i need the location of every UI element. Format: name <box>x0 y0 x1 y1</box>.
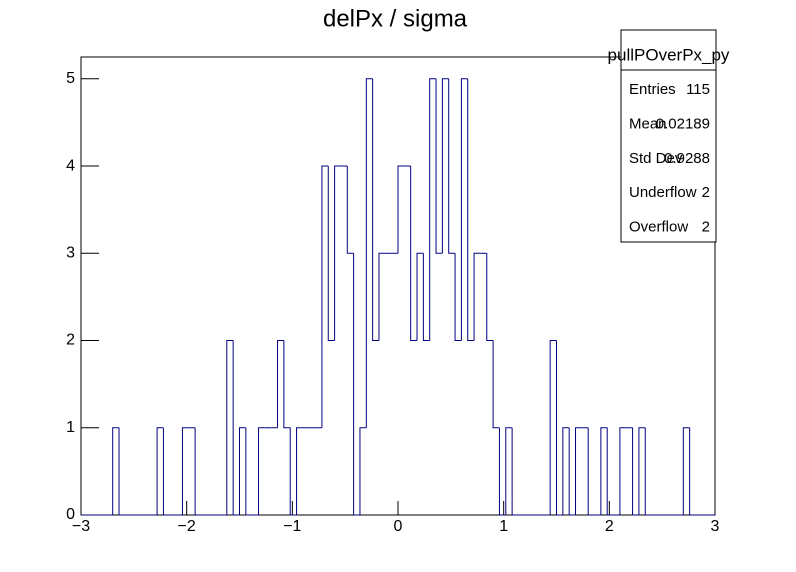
histogram-bin <box>258 427 265 515</box>
x-tick-label: 1 <box>499 518 508 535</box>
histogram-bin <box>112 427 120 515</box>
y-tick-label: 0 <box>66 506 75 523</box>
histogram-bin <box>435 78 443 254</box>
stats-value: 2 <box>702 184 710 201</box>
histogram-bin <box>283 340 291 429</box>
histogram-bin <box>346 166 354 254</box>
histogram-bin <box>689 427 696 516</box>
chart-title: delPx / sigma <box>323 5 468 32</box>
histogram-bin <box>416 252 424 341</box>
histogram-bin <box>378 252 386 341</box>
histogram-bin <box>245 427 253 516</box>
stats-label: Underflow <box>629 184 697 201</box>
histogram-bin <box>296 427 303 515</box>
histogram-bin <box>638 427 646 515</box>
x-tick-label: 0 <box>394 518 403 535</box>
stats-value: 115 <box>686 81 710 98</box>
histogram-bin <box>587 427 595 516</box>
stats-label: Overflow <box>629 219 688 236</box>
histogram-bin <box>353 253 360 516</box>
y-tick-label: 3 <box>66 245 75 262</box>
histogram-bin <box>359 427 367 515</box>
histogram-bin <box>441 78 449 254</box>
x-tick-label: −2 <box>178 518 196 535</box>
histogram-bin <box>454 253 462 342</box>
histogram-bin <box>486 253 494 342</box>
histogram-bin <box>422 253 430 342</box>
histogram-bin <box>365 78 373 428</box>
histogram-bin <box>372 78 379 342</box>
histogram-bin <box>644 427 652 516</box>
stats-label: Entries <box>629 81 676 98</box>
histogram-bin <box>334 165 341 341</box>
histogram-bin <box>549 340 557 515</box>
x-tick-label: −3 <box>72 518 90 535</box>
histogram-bin <box>467 78 475 342</box>
histogram-bin <box>410 166 418 342</box>
histogram-bin <box>289 427 297 516</box>
histogram-bin <box>600 427 608 515</box>
stats-label: Std Dev <box>629 150 683 167</box>
histogram-bin <box>181 427 189 515</box>
histogram-bin <box>562 427 570 515</box>
x-tick-label: 3 <box>711 518 720 535</box>
histogram-bin <box>277 340 284 428</box>
histogram-bin <box>575 427 582 515</box>
histogram-bin <box>473 252 481 341</box>
histogram-bin <box>505 427 513 515</box>
stats-title: pullPOverPx_py <box>608 45 730 64</box>
stats-value: 0.9288 <box>664 150 710 167</box>
histogram-bin <box>156 427 164 515</box>
histogram-bin <box>327 166 335 342</box>
histogram-bin <box>460 78 468 341</box>
x-tick-label: 2 <box>605 518 614 535</box>
y-tick-label: 4 <box>66 157 75 174</box>
histogram-bin <box>194 427 202 516</box>
histogram-bin <box>568 427 576 516</box>
histogram-bin <box>397 165 405 254</box>
histogram-bin <box>232 340 240 516</box>
histogram-bin <box>632 427 639 516</box>
histogram-bin <box>321 165 329 428</box>
histogram-bin <box>492 340 500 429</box>
histogram-bin <box>619 427 627 515</box>
histogram-bin <box>226 340 234 515</box>
histogram-bin <box>429 78 437 341</box>
stats-box <box>620 29 717 243</box>
stats-value: 0.02189 <box>656 115 710 132</box>
histogram-bin <box>511 427 519 516</box>
stats-label: Mean <box>629 115 667 132</box>
histogram-bin <box>606 427 614 516</box>
histogram-bin <box>448 78 456 254</box>
histogram-bin <box>556 340 563 516</box>
x-tick-label: −1 <box>283 518 301 535</box>
histogram-bin <box>162 427 170 516</box>
histogram-bin <box>498 427 506 516</box>
histogram-bin <box>682 427 690 515</box>
histogram-bin <box>118 427 126 516</box>
y-tick-label: 2 <box>66 332 75 349</box>
y-tick-label: 1 <box>66 419 75 436</box>
y-tick-label: 5 <box>66 70 75 87</box>
histogram-bin <box>239 427 246 515</box>
stats-value: 2 <box>702 219 710 236</box>
